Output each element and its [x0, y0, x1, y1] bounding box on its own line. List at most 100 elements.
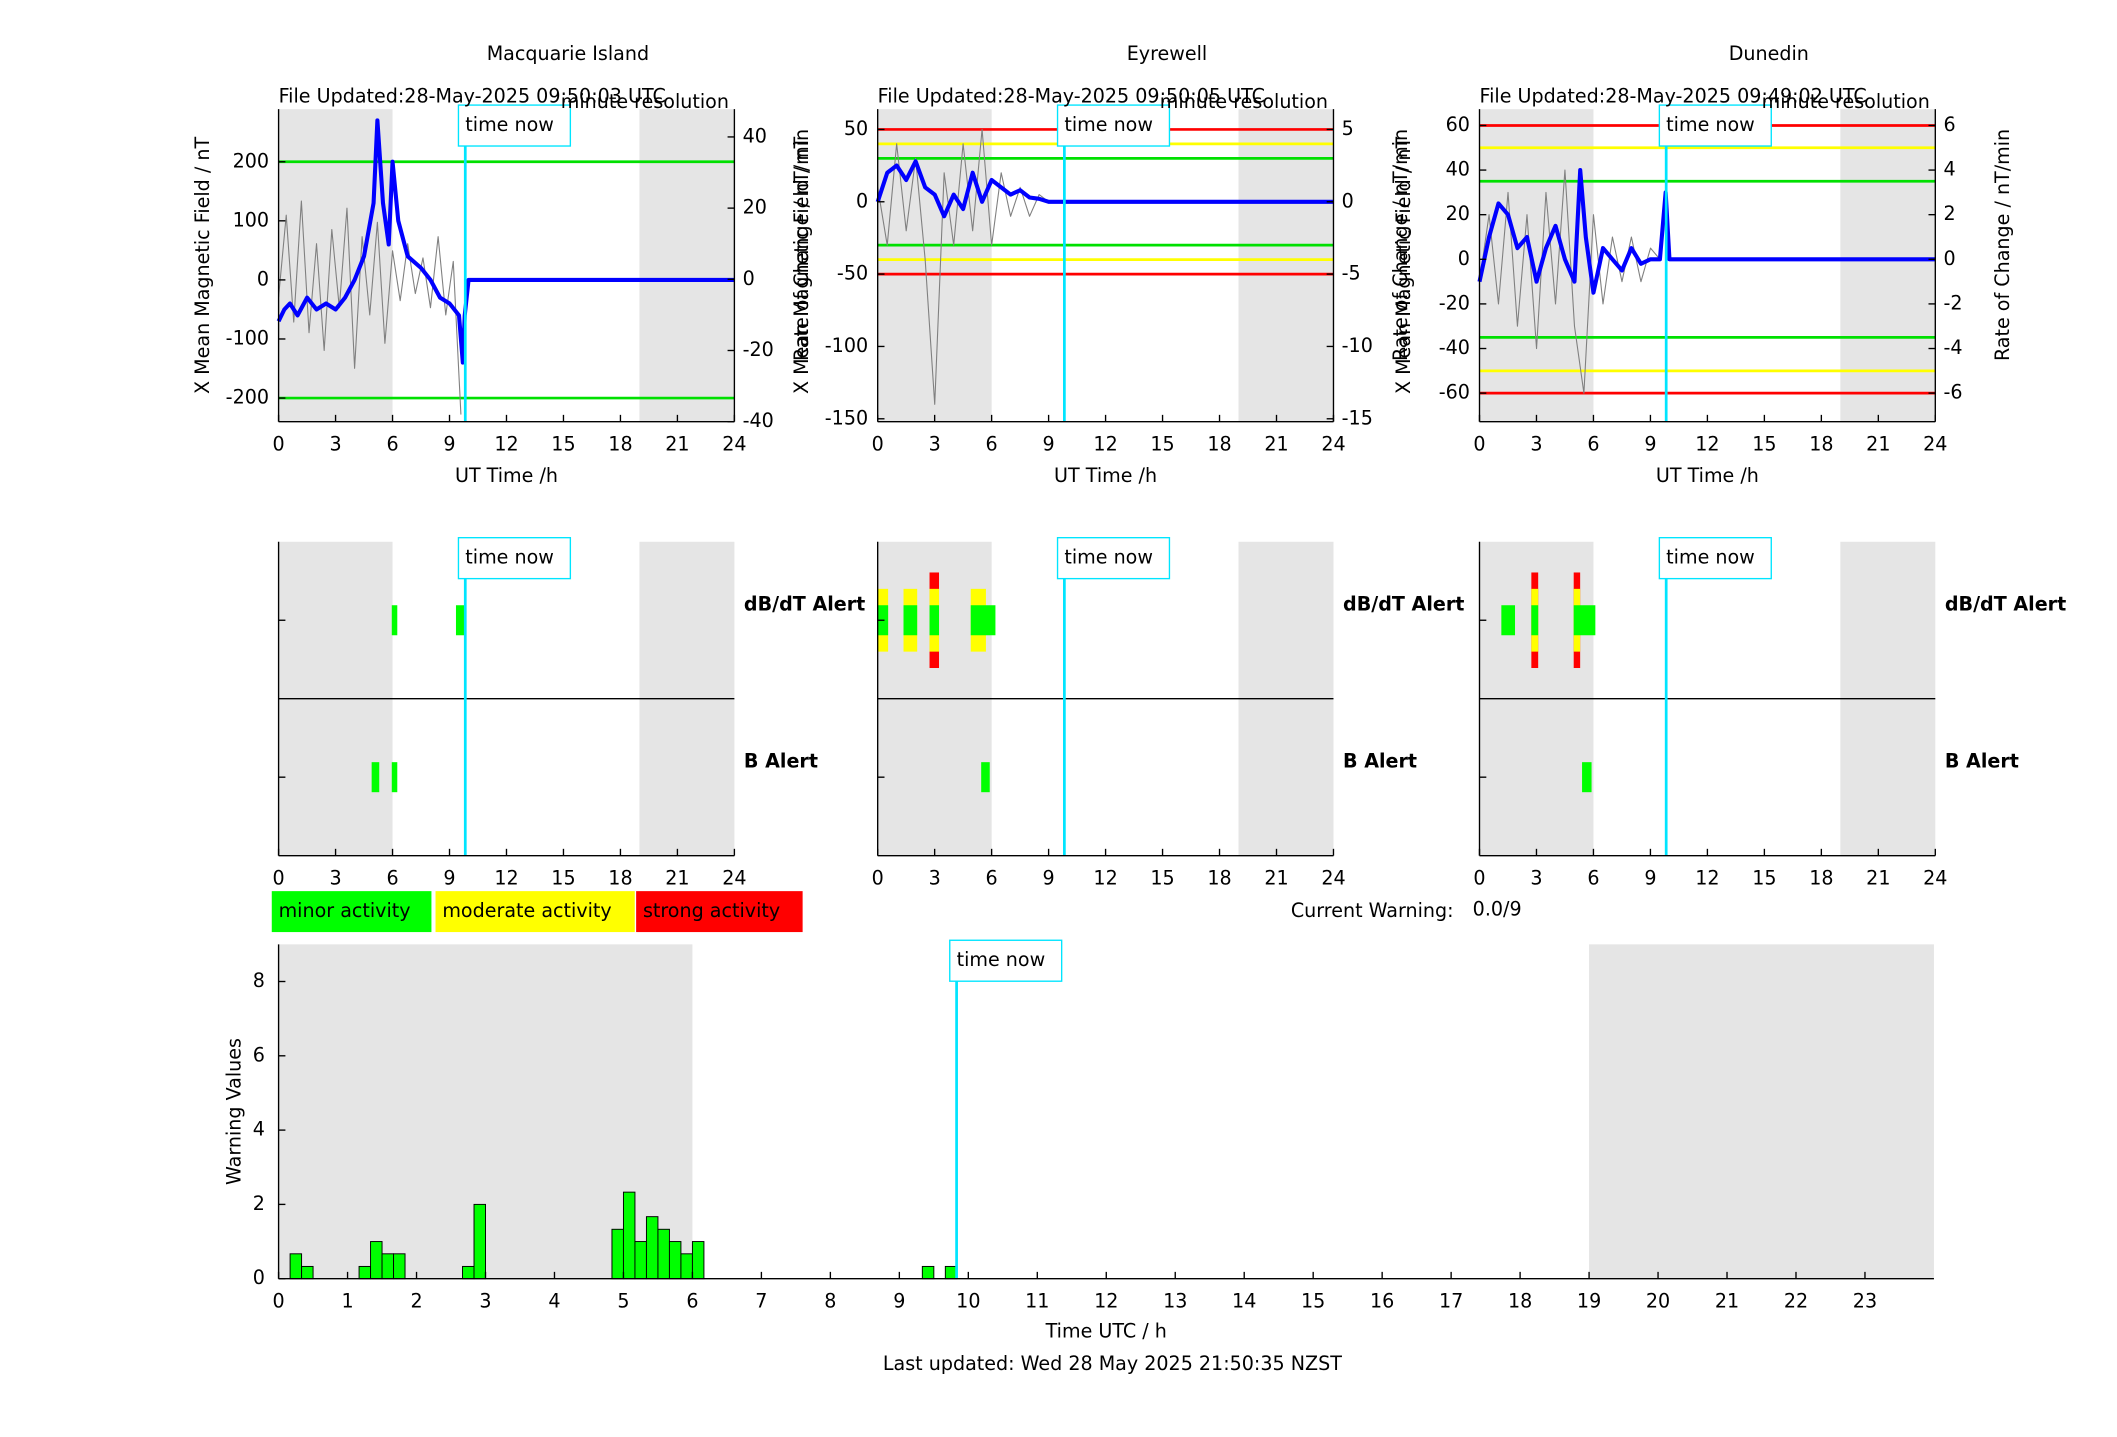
row-label: dB/dT Alert: [1343, 593, 1464, 616]
x-tick-label: 24: [1321, 866, 1345, 889]
x-tick-label: 3: [329, 432, 341, 455]
y2-tick-label: 0: [1943, 247, 1955, 270]
x-tick-label: 13: [1163, 1289, 1187, 1312]
y-tick-label: 2: [253, 1192, 265, 1215]
warning-bar: [691, 1241, 705, 1280]
y-tick-label: 50: [844, 117, 868, 140]
alert-segment: [970, 605, 996, 636]
y-axis-label: X Mean Magnetic Field / nT: [1392, 137, 1415, 394]
series-line: [875, 159, 1334, 219]
series-line: [1477, 167, 1936, 295]
y-tick-label: 0: [1458, 247, 1470, 270]
x-tick-label: 8: [824, 1289, 836, 1312]
night-shade: [639, 109, 735, 422]
warning-bar: [381, 1253, 395, 1280]
row-label: B Alert: [1945, 750, 2019, 773]
x-tick-label: 0: [1473, 866, 1485, 889]
y2-tick-label: -20: [743, 338, 774, 361]
x-tick-label: 7: [755, 1289, 767, 1312]
file-updated: File Updated:28-May-2025 09:50:03 UTC: [279, 84, 666, 107]
night-shade: [877, 109, 992, 422]
x-tick-label: 11: [1025, 1289, 1049, 1312]
time-now-box: [1658, 536, 1772, 580]
x-tick-label: 9: [1644, 866, 1656, 889]
x-tick-label: 0: [872, 866, 884, 889]
x-axis-label: UT Time /h: [1054, 464, 1157, 487]
alert-segment: [981, 762, 990, 793]
x-tick-label: 15: [551, 866, 575, 889]
x-tick-label: 14: [1232, 1289, 1256, 1312]
x-tick-label: 15: [1301, 1289, 1325, 1312]
x-tick-label: 1: [341, 1289, 353, 1312]
y2-tick-label: 6: [1943, 113, 1955, 136]
night-shade: [1238, 109, 1334, 422]
time-now-box: [457, 104, 572, 147]
warning-bar: [668, 1241, 682, 1280]
x-tick-label: 6: [986, 866, 998, 889]
time-now-label: time now: [465, 113, 554, 136]
y2-tick-label: -15: [1342, 406, 1373, 429]
time-now-box: [1056, 104, 1171, 147]
panel-title: Eyrewell: [1127, 42, 1208, 65]
alert-segment: [1582, 762, 1592, 793]
x-tick-label: 4: [548, 1289, 560, 1312]
x-tick-label: 6: [1587, 866, 1599, 889]
warning-bar: [921, 1265, 935, 1280]
x-tick-label: 24: [1321, 432, 1345, 455]
y-tick-label: 6: [253, 1043, 265, 1066]
y2-tick-label: -6: [1943, 381, 1962, 404]
y2-tick-label: 2: [1943, 202, 1955, 225]
warning-bar: [462, 1265, 475, 1280]
y-tick-label: -60: [1439, 381, 1470, 404]
x-tick-label: 6: [686, 1289, 698, 1312]
warning-bar: [645, 1216, 659, 1280]
x-tick-label: 21: [665, 866, 689, 889]
x-tick-label: 9: [1043, 866, 1055, 889]
resolution-note: minute resolution: [1762, 90, 1930, 113]
y2-tick-label: 20: [743, 196, 767, 219]
x-tick-label: 15: [1752, 866, 1776, 889]
row-label: B Alert: [744, 750, 818, 773]
series-line: [276, 118, 735, 365]
warning-bar: [473, 1203, 486, 1280]
legend-swatch: [636, 891, 803, 933]
x-tick-label: 9: [1644, 432, 1656, 455]
y-axis-label: X Mean Magnetic Field / nT: [191, 137, 214, 394]
x-tick-label: 9: [1043, 432, 1055, 455]
y-tick-label: -50: [837, 262, 868, 285]
x-tick-label: 3: [329, 866, 341, 889]
x-tick-label: 21: [1866, 866, 1890, 889]
alert-segment: [1573, 605, 1596, 636]
night-shade: [1840, 109, 1936, 422]
y-tick-label: 20: [1446, 202, 1470, 225]
y2-tick-label: 40: [743, 124, 767, 147]
y-tick-label: 60: [1446, 113, 1470, 136]
x-tick-label: 15: [1752, 432, 1776, 455]
alert-segment: [371, 762, 380, 793]
x-tick-label: 3: [479, 1289, 491, 1312]
x-tick-label: 15: [551, 432, 575, 455]
current-warning-value: 0.0/9: [1473, 898, 1522, 921]
file-updated: File Updated:28-May-2025 09:49:02 UTC: [1480, 84, 1867, 107]
y2-tick-label: -5: [1342, 262, 1361, 285]
alert-segment: [929, 605, 940, 636]
x-tick-label: 17: [1439, 1289, 1463, 1312]
x-tick-label: 12: [1695, 866, 1719, 889]
resolution-note: minute resolution: [1160, 90, 1328, 113]
warning-bar: [944, 1265, 958, 1280]
time-now-label: time now: [957, 948, 1046, 971]
x-tick-label: 3: [1530, 432, 1542, 455]
alert-segment: [903, 605, 918, 636]
x-tick-label: 24: [1923, 866, 1947, 889]
time-now-label: time now: [1666, 546, 1755, 569]
y-tick-label: 8: [253, 969, 265, 992]
x-tick-label: 9: [443, 432, 455, 455]
time-now-box: [457, 536, 572, 580]
time-now-box: [1658, 104, 1772, 147]
panel-title: Dunedin: [1729, 42, 1809, 65]
series-line: [877, 128, 1050, 405]
y2-tick-label: 5: [1342, 117, 1354, 140]
y2-axis-label: Rate of Change / nT/min: [790, 129, 813, 361]
x-tick-label: 0: [872, 432, 884, 455]
